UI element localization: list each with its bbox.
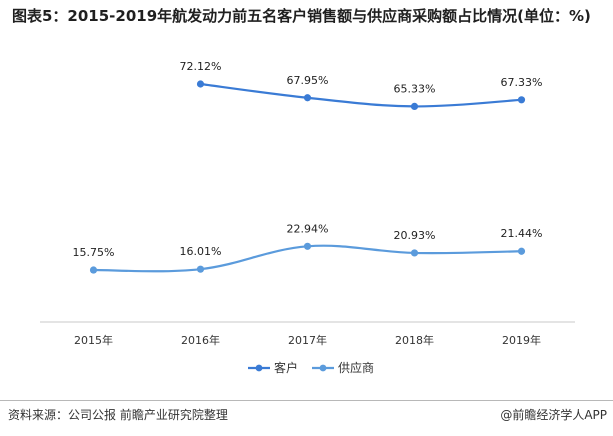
data-label-supplier: 21.44% bbox=[501, 227, 543, 240]
x-tick-label: 2017年 bbox=[288, 333, 327, 347]
series-line-customer bbox=[200, 82, 522, 108]
data-label-supplier: 15.75% bbox=[73, 246, 115, 259]
data-label-customer: 65.33% bbox=[394, 82, 436, 95]
data-labels: 72.12% 67.95% 65.33% 67.33% 15.75% 16.01% 22.9… bbox=[73, 60, 543, 259]
data-label-customer: 67.33% bbox=[501, 76, 543, 89]
data-point-customer bbox=[303, 94, 312, 102]
data-label-supplier: 16.01% bbox=[180, 245, 222, 258]
data-point-customer bbox=[196, 80, 205, 88]
legend-swatch-dot-customer bbox=[255, 364, 263, 372]
data-label-customer: 67.95% bbox=[287, 74, 329, 87]
data-point-customer bbox=[410, 102, 419, 111]
chart-title: 图表5：2015-2019年航发动力前五名客户销售额与供应商采购额占比情况(单位… bbox=[12, 7, 591, 25]
data-point-customer bbox=[517, 96, 526, 104]
data-point-supplier bbox=[517, 247, 526, 255]
x-tick-label: 2018年 bbox=[395, 333, 434, 347]
x-tick-label: 2016年 bbox=[181, 333, 220, 347]
x-tick-label: 2015年 bbox=[74, 333, 113, 347]
data-point-supplier bbox=[196, 265, 205, 273]
x-tick-label: 2019年 bbox=[502, 333, 541, 347]
source-note: 资料来源：公司公报 前瞻产业研究院整理 bbox=[8, 408, 228, 422]
data-label-supplier: 22.94% bbox=[287, 222, 329, 235]
x-axis: 2015年 2016年 2017年 2018年 2019年 bbox=[40, 321, 575, 347]
series-group bbox=[89, 80, 526, 274]
legend-swatch-dot-supplier bbox=[319, 364, 327, 372]
footer-divider bbox=[0, 400, 613, 401]
legend-label-customer: 客户 bbox=[274, 360, 298, 375]
line-chart: 2015年 2016年 2017年 2018年 2019年 72.12% 67.95% 65… bbox=[40, 60, 575, 375]
brand-credit: @前瞻经济学人APP bbox=[500, 408, 607, 422]
data-point-supplier bbox=[89, 266, 98, 274]
data-point-supplier bbox=[410, 249, 419, 257]
data-point-supplier bbox=[303, 242, 312, 250]
data-label-customer: 72.12% bbox=[180, 60, 222, 73]
legend: 客户 供应商 bbox=[248, 360, 374, 375]
legend-label-supplier: 供应商 bbox=[338, 360, 374, 375]
data-label-supplier: 20.93% bbox=[394, 229, 436, 242]
